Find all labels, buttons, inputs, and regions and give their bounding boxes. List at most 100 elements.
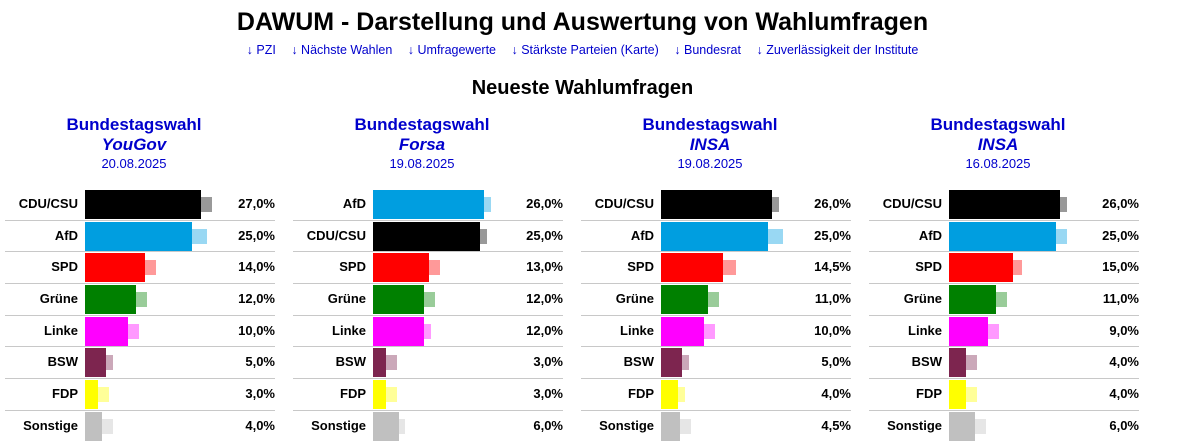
party-row: Grüne 12,0% (293, 284, 563, 316)
nav-link-institute-reliability[interactable]: ↓ Zuverlässigkeit der Institute (756, 43, 919, 57)
party-bar (373, 380, 386, 410)
party-value: 6,0% (533, 417, 563, 433)
previous-value-marker (134, 260, 156, 276)
party-row: Linke 10,0% (581, 316, 851, 348)
party-name: AfD (54, 227, 78, 243)
party-bar-track (661, 221, 811, 251)
previous-value-marker (662, 387, 685, 403)
poll-election-link[interactable]: Bundestagswahl (642, 115, 778, 134)
poll-institute-link[interactable]: INSA (977, 135, 1019, 154)
poll-results-table: AfD 26,0% CDU/CSU 25,0% SPD 13,0% Grüne 12,0% Li… (293, 189, 563, 443)
poll-election-link[interactable]: Bundestagswahl (66, 115, 202, 134)
previous-value-marker (86, 387, 109, 403)
party-bar (373, 411, 399, 441)
party-value: 12,0% (526, 322, 563, 338)
party-row: Grüne 11,0% (869, 284, 1139, 316)
party-row: Sonstige 4,5% (581, 411, 851, 443)
party-value: 14,5% (814, 259, 851, 275)
previous-value-marker (955, 355, 978, 371)
party-value: 10,0% (814, 322, 851, 338)
party-name: Linke (332, 322, 366, 338)
nav-link-strongest-parties-map[interactable]: ↓ Stärkste Parteien (Karte) (511, 43, 659, 57)
party-name: Grüne (903, 291, 942, 307)
party-name: BSW (47, 354, 78, 370)
previous-value-marker (1000, 260, 1023, 276)
poll-card: Bundestagswahl Forsa 19.08.2025 AfD 26,0% CDU… (293, 115, 563, 441)
party-bar-track (949, 380, 1099, 410)
poll-date: 16.08.2025 (965, 156, 1031, 171)
party-name: SPD (627, 259, 654, 275)
party-value: 5,0% (821, 354, 851, 370)
party-bar-track (949, 190, 1099, 219)
poll-header: Bundestagswahl Forsa 19.08.2025 (293, 115, 551, 175)
party-value: 27,0% (238, 196, 275, 211)
party-name: FDP (916, 386, 942, 402)
party-name: SPD (339, 259, 366, 275)
party-bar (949, 190, 1061, 219)
party-row: Grüne 11,0% (581, 284, 851, 316)
party-value: 4,0% (1109, 386, 1139, 402)
party-row: FDP 3,0% (5, 379, 275, 411)
party-bar-track (661, 316, 811, 346)
poll-institute-link[interactable]: YouGov (101, 135, 167, 154)
party-bar-track (949, 221, 1099, 251)
party-bar-track (661, 285, 811, 315)
party-bar (85, 380, 98, 410)
party-bar (373, 221, 481, 251)
poll-election-link[interactable]: Bundestagswahl (354, 115, 490, 134)
party-row: AfD 25,0% (581, 221, 851, 253)
party-bar-track (949, 316, 1099, 346)
party-row: BSW 5,0% (5, 347, 275, 380)
party-bar (85, 253, 145, 283)
party-name: CDU/CSU (18, 196, 78, 211)
party-row: FDP 4,0% (869, 379, 1139, 411)
party-row: BSW 5,0% (581, 347, 851, 380)
previous-value-marker (464, 228, 487, 244)
nav-link-next-elections[interactable]: ↓ Nächste Wahlen (291, 43, 393, 57)
poll-institute-link[interactable]: Forsa (398, 135, 446, 154)
party-bar (949, 380, 967, 410)
party-name: FDP (628, 386, 654, 402)
previous-value-marker (1045, 228, 1068, 244)
poll-header: Bundestagswahl YouGov 20.08.2025 (5, 115, 263, 175)
party-row: Linke 9,0% (869, 316, 1139, 348)
party-value: 26,0% (1102, 196, 1139, 211)
party-row: BSW 3,0% (293, 347, 563, 380)
party-name: SPD (51, 259, 78, 275)
party-value: 6,0% (1109, 417, 1139, 433)
nav-link-bundesrat[interactable]: ↓ Bundesrat (674, 43, 741, 57)
poll-election-link[interactable]: Bundestagswahl (930, 115, 1066, 134)
party-bar-track (85, 190, 235, 219)
poll-header: Bundestagswahl INSA 16.08.2025 (869, 115, 1127, 175)
party-value: 4,0% (245, 417, 275, 433)
nav-link-poll-values[interactable]: ↓ Umfragewerte (407, 43, 497, 57)
party-value: 3,0% (533, 386, 563, 402)
party-name: Grüne (327, 291, 366, 307)
section-title: Neueste Wahlumfragen (471, 77, 694, 99)
section-nav: ↓ PZI ↓ Nächste Wahlen ↓ Umfragewerte ↓ … (0, 43, 1165, 57)
party-bar-track (373, 380, 523, 410)
party-bar (85, 190, 201, 219)
page-title: DAWUM - Darstellung und Auswertung von W… (236, 8, 929, 36)
previous-value-marker (374, 387, 397, 403)
party-row: Sonstige 6,0% (293, 411, 563, 443)
poll-card: Bundestagswahl INSA 19.08.2025 CDU/CSU 26,0%… (581, 115, 851, 441)
party-value: 13,0% (526, 259, 563, 275)
party-name: FDP (340, 386, 366, 402)
previous-value-marker (91, 355, 114, 371)
previous-value-marker (417, 260, 440, 276)
party-bar (661, 285, 709, 315)
party-bar-track (373, 221, 523, 251)
poll-date: 19.08.2025 (677, 156, 743, 171)
party-name: AfD (342, 196, 366, 211)
party-row: CDU/CSU 26,0% (869, 189, 1139, 221)
party-row: FDP 3,0% (293, 379, 563, 411)
party-bar-track (373, 253, 523, 283)
previous-value-marker (374, 355, 397, 371)
party-bar-track (85, 411, 235, 441)
party-value: 10,0% (238, 322, 275, 338)
party-bar (661, 190, 773, 219)
poll-institute-link[interactable]: INSA (689, 135, 731, 154)
nav-link-pzi[interactable]: ↓ PZI (246, 43, 276, 57)
party-value: 15,0% (1102, 259, 1139, 275)
